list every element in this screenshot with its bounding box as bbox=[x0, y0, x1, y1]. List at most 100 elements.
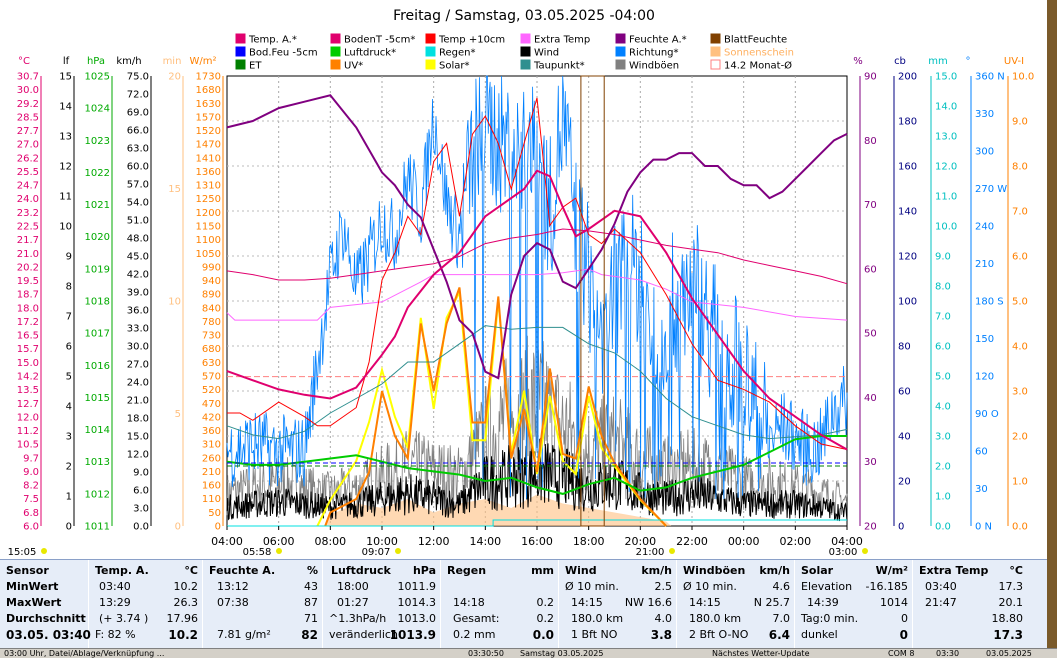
axis-tick-cb: 60 bbox=[898, 387, 911, 398]
axis-tick-hpa: 1021 bbox=[85, 200, 110, 211]
axis-tick-uv: 8.0 bbox=[1012, 162, 1028, 173]
axis-tick-lf: 3 bbox=[66, 432, 72, 443]
wind-current-value: 3.8 bbox=[650, 628, 672, 642]
axis-tick-temp: 12.0 bbox=[17, 412, 39, 423]
stats-label-max: MaxWert bbox=[6, 596, 62, 609]
axis-tick-deg: 30 bbox=[975, 484, 988, 495]
stats-col-luftdruck: Luftdruck hPa 18:00 1011.9 01:27 1014.3 ^1.… bbox=[323, 560, 441, 648]
x-marker-dot bbox=[41, 548, 47, 554]
axis-tick-temp: 8.2 bbox=[23, 481, 39, 492]
axis-tick-deg: 0 N bbox=[975, 522, 992, 533]
wind-avg-label: Ø 10 min. bbox=[565, 580, 619, 593]
wind-header: Wind bbox=[565, 564, 597, 577]
wind-unit: km/h bbox=[641, 564, 672, 577]
axis-tick-temp: 30.7 bbox=[17, 72, 39, 83]
x-marker-dot bbox=[669, 548, 675, 554]
axis-tick-kmh: 45.0 bbox=[127, 252, 149, 263]
stats-col-regen: Regen mm 14:18 0.2 Gesamt: 0.2 0.2 mm 0.0 bbox=[441, 560, 559, 648]
axis-tick-wm2: 990 bbox=[202, 262, 221, 273]
axis-tick-hpa: 1016 bbox=[85, 361, 110, 372]
extra-avg-value: 18.80 bbox=[991, 612, 1024, 625]
windboeen-distance-value: 7.0 bbox=[772, 612, 791, 625]
series-temp-a bbox=[226, 169, 848, 451]
series-taupunkt bbox=[226, 325, 848, 440]
luftdruck-current-value: 1013.9 bbox=[389, 628, 436, 642]
axis-tick-mm: 3.0 bbox=[935, 432, 951, 443]
luftdruck-min-value: 1011.9 bbox=[397, 580, 437, 593]
status-left: 03:00 Uhr, Datei/Ablage/Verknüpfung ... bbox=[4, 649, 165, 658]
x-tick-label: 04:00 bbox=[211, 535, 243, 548]
extra-max-value: 20.1 bbox=[998, 596, 1024, 609]
axis-tick-temp: 23.2 bbox=[17, 208, 39, 219]
axis-tick-temp: 18.7 bbox=[17, 290, 39, 301]
axis-tick-uv: 5.0 bbox=[1012, 297, 1028, 308]
solar-elevation-value: -16.185 bbox=[865, 580, 908, 593]
wind-avg-value: 2.5 bbox=[654, 580, 673, 593]
axis-tick-uv: 0.0 bbox=[1012, 522, 1028, 533]
temp-max-time: 13:29 bbox=[99, 596, 131, 609]
legend-label-et: ET bbox=[249, 61, 262, 72]
axis-tick-wm2: 780 bbox=[202, 317, 221, 328]
axis-tick-lf: 7 bbox=[66, 312, 72, 323]
axis-tick-wm2: 1630 bbox=[196, 99, 221, 110]
axis-tick-hpa: 1022 bbox=[85, 168, 110, 179]
legend-label-regen: Regen* bbox=[439, 48, 476, 59]
chart-axes: °C30.730.029.228.527.727.026.225.524.724… bbox=[17, 56, 1035, 533]
temp-unit: °C bbox=[184, 564, 198, 577]
feuchte-avg-value: 71 bbox=[304, 612, 318, 625]
legend-swatch-bodent-5cm bbox=[330, 33, 341, 44]
legend-swatch-regen bbox=[425, 46, 436, 57]
axis-tick-min: 5 bbox=[175, 409, 181, 420]
stats-sensor-header: Sensor bbox=[6, 564, 49, 577]
axis-tick-kmh: 48.0 bbox=[127, 234, 149, 245]
axis-tick-wm2: 940 bbox=[202, 276, 221, 287]
axis-tick-wm2: 1730 bbox=[196, 72, 221, 83]
axis-tick-hpa: 1024 bbox=[85, 104, 110, 115]
feuchte-abs-humidity: 7.81 g/m² bbox=[217, 628, 271, 641]
series-blattfeuchte bbox=[580, 75, 605, 527]
temp-min-value: 10.2 bbox=[173, 580, 199, 593]
axis-tick-hpa: 1023 bbox=[85, 136, 110, 147]
axis-tick-kmh: 63.0 bbox=[127, 144, 149, 155]
axis-unit-temp: °C bbox=[18, 56, 30, 67]
x-tick-label: 14:00 bbox=[469, 535, 501, 548]
luftdruck-header: Luftdruck bbox=[331, 564, 391, 577]
solar-current-value: 0 bbox=[899, 628, 908, 642]
axis-tick-wm2: 260 bbox=[202, 453, 221, 464]
axis-tick-pct: 70 bbox=[864, 200, 877, 211]
axis-unit-wm2: W/m² bbox=[189, 56, 216, 67]
axis-tick-kmh: 21.0 bbox=[127, 396, 149, 407]
axis-tick-cb: 80 bbox=[898, 342, 911, 353]
feuchte-header: Feuchte A. bbox=[209, 564, 276, 577]
legend-label-bod-feu-5cm: Bod.Feu -5cm bbox=[249, 48, 318, 59]
axis-tick-cb: 180 bbox=[898, 117, 917, 128]
axis-tick-kmh: 36.0 bbox=[127, 306, 149, 317]
axis-tick-wm2: 1310 bbox=[196, 181, 221, 192]
axis-tick-temp: 15.0 bbox=[17, 358, 39, 369]
windboeen-max-time: 14:15 bbox=[689, 596, 721, 609]
axis-tick-mm: 5.0 bbox=[935, 372, 951, 383]
legend-label-temp-a: Temp. A.* bbox=[248, 35, 297, 46]
stats-label-current: 03.05. 03:40 bbox=[6, 628, 91, 642]
axis-tick-wm2: 730 bbox=[202, 331, 221, 342]
x-marker-label: 09:07 bbox=[362, 547, 391, 558]
axis-tick-wm2: 1100 bbox=[196, 235, 221, 246]
axis-tick-cb: 140 bbox=[898, 207, 917, 218]
x-tick-label: 04:00 bbox=[831, 535, 863, 548]
wind-distance: 180.0 km bbox=[571, 612, 624, 625]
extra-max-time: 21:47 bbox=[925, 596, 957, 609]
axis-tick-pct: 80 bbox=[864, 136, 877, 147]
axis-tick-temp: 9.0 bbox=[23, 467, 39, 478]
axis-tick-kmh: 30.0 bbox=[127, 342, 149, 353]
axis-tick-kmh: 27.0 bbox=[127, 360, 149, 371]
status-date: Samstag 03.05.2025 bbox=[520, 649, 604, 658]
x-tick-label: 02:00 bbox=[779, 535, 811, 548]
axis-tick-cb: 200 bbox=[898, 72, 917, 83]
axis-tick-temp: 25.5 bbox=[17, 167, 39, 178]
stats-col-temp: Temp. A. °C 03:40 10.2 13:29 26.3 (+ 3.74 )… bbox=[89, 560, 203, 648]
axis-tick-wm2: 1570 bbox=[196, 112, 221, 123]
axis-tick-hpa: 1019 bbox=[85, 264, 110, 275]
axis-tick-mm: 10.0 bbox=[935, 222, 957, 233]
axis-tick-wm2: 1360 bbox=[196, 167, 221, 178]
axis-tick-kmh: 75.0 bbox=[127, 72, 149, 83]
